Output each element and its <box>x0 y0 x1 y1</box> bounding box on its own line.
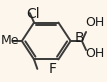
Text: B: B <box>75 31 84 45</box>
Text: OH: OH <box>86 47 105 60</box>
Text: Cl: Cl <box>26 7 39 21</box>
Text: OH: OH <box>86 16 105 29</box>
Text: F: F <box>48 62 56 76</box>
Text: Me: Me <box>1 34 19 47</box>
